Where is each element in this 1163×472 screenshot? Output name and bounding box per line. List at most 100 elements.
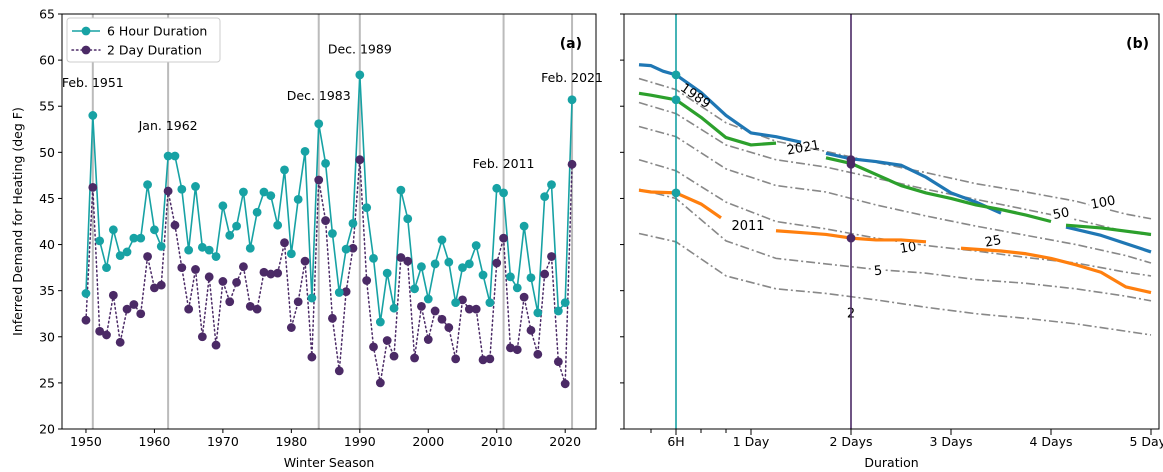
panel-a: Feb. 1951 Jan. 1962 Dec. 1983 Dec. 1989 Feb.…: [10, 7, 603, 471]
point-2day: [444, 323, 454, 332]
point-6h: [417, 262, 426, 272]
x-tick-label: 2 Days: [829, 434, 872, 449]
point-6h: [177, 184, 187, 194]
series-label-2011: 2011: [731, 219, 764, 234]
x-tick-label: 1 Day: [733, 434, 770, 449]
point-2day: [437, 314, 447, 324]
marker-point: [846, 233, 856, 243]
legend-label-2day: 2 Day Duration: [107, 43, 202, 58]
x-tick-label: 1990: [344, 434, 376, 449]
x-axis-label: Duration: [864, 455, 918, 470]
point-6h: [430, 259, 440, 269]
point-2day: [136, 309, 146, 319]
return-period-curve: [638, 232, 1152, 336]
y-tick-label: 35: [39, 283, 55, 298]
y-tick-label: 60: [39, 53, 55, 68]
contour-label-bg: [981, 231, 1005, 251]
series-line-2day: [85, 159, 573, 385]
point-6h: [239, 187, 248, 197]
point-2day: [458, 295, 467, 305]
return-period-curve: [638, 158, 1152, 277]
point-2day: [512, 345, 522, 355]
point-6h: [307, 293, 317, 303]
point-2day: [423, 335, 433, 344]
event-label: Jan. 1962: [138, 118, 198, 133]
point-2day: [245, 301, 255, 311]
legend: 6 Hour Duration 2 Day Duration: [66, 17, 221, 63]
point-6h: [225, 230, 235, 240]
point-6h: [150, 225, 159, 235]
point-6h: [197, 242, 207, 252]
y-tick-label: 20: [39, 422, 55, 437]
point-2day: [547, 252, 556, 261]
series-line-2011: [960, 246, 1152, 295]
point-2day: [211, 340, 221, 350]
point-6h: [519, 221, 529, 231]
point-2day: [348, 243, 358, 253]
point-2day: [225, 297, 235, 307]
contour-label: 10: [899, 240, 918, 257]
point-6h: [300, 147, 310, 156]
series-line-6h: [85, 74, 573, 323]
point-6h: [369, 253, 378, 263]
point-6h: [492, 183, 502, 193]
point-6h: [252, 207, 262, 217]
plot-frame: [623, 13, 1160, 430]
point-6h: [355, 70, 365, 80]
point-6h: [341, 244, 351, 254]
point-6h: [540, 192, 550, 202]
return-period-curve: [638, 101, 1152, 237]
point-2day: [560, 379, 570, 389]
return-period-curve: [638, 188, 1152, 302]
point-2day: [102, 330, 111, 340]
point-6h: [396, 185, 406, 195]
panel-label: (a): [560, 36, 582, 52]
point-6h: [81, 289, 91, 298]
series-line-2021: [1065, 223, 1152, 236]
plot-frame: [61, 13, 597, 430]
point-2day: [143, 252, 152, 261]
point-2day: [115, 337, 125, 347]
point-6h: [389, 303, 399, 313]
point-6h: [512, 283, 522, 293]
point-6h: [553, 306, 563, 316]
series-line-1989: [638, 63, 802, 144]
contour-label: 50: [1052, 205, 1071, 223]
event-label: Feb. 1951: [62, 75, 124, 90]
point-6h: [533, 308, 543, 318]
event-label: Dec. 1983: [287, 88, 351, 103]
marker-point: [671, 70, 681, 80]
point-6h: [321, 159, 330, 168]
point-6h: [506, 272, 515, 282]
point-6h: [293, 194, 303, 204]
point-6h: [218, 201, 228, 211]
x-tick-label: 2020: [549, 434, 581, 449]
marker-point: [846, 159, 856, 169]
marker-point: [671, 95, 681, 105]
point-2day: [307, 352, 317, 362]
point-6h: [129, 233, 139, 243]
x-tick-label: 6H: [667, 434, 684, 449]
point-6h: [403, 214, 413, 224]
y-tick-label: 25: [39, 375, 55, 390]
legend-marker-2day: [81, 45, 91, 55]
point-6h: [471, 241, 481, 250]
point-6h: [122, 247, 132, 257]
point-2day: [314, 175, 324, 185]
x-tick-label: 4 Days: [1029, 434, 1072, 449]
point-2day: [300, 256, 310, 266]
y-tick-label: 50: [39, 145, 55, 160]
legend-label-6h: 6 Hour Duration: [107, 24, 207, 39]
point-2day: [478, 355, 488, 365]
point-2day: [355, 155, 365, 165]
contour-label-bg: [871, 261, 885, 279]
point-2day: [266, 269, 276, 279]
point-6h: [286, 249, 296, 259]
contour-label: 25: [984, 233, 1003, 251]
point-2day: [328, 313, 337, 323]
point-2day: [156, 280, 166, 290]
point-6h: [204, 245, 214, 255]
point-6h: [547, 180, 556, 190]
